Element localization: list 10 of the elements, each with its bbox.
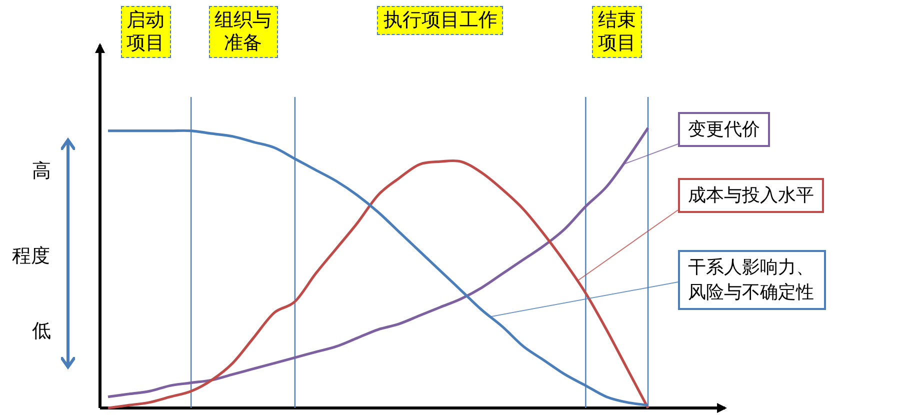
text: 启动项目: [120, 6, 171, 58]
text: 干系人影响力、风险与不确定性: [678, 250, 826, 310]
text: 结束项目: [592, 6, 642, 58]
text: 执行项目工作: [377, 6, 504, 35]
text: 变更代价: [678, 112, 770, 147]
text: 低: [32, 319, 51, 344]
text: 组织与准备: [208, 6, 278, 58]
text: 高: [32, 159, 51, 184]
text: 成本与投入水平: [678, 178, 824, 213]
y-axis-title: 程度: [12, 243, 50, 269]
